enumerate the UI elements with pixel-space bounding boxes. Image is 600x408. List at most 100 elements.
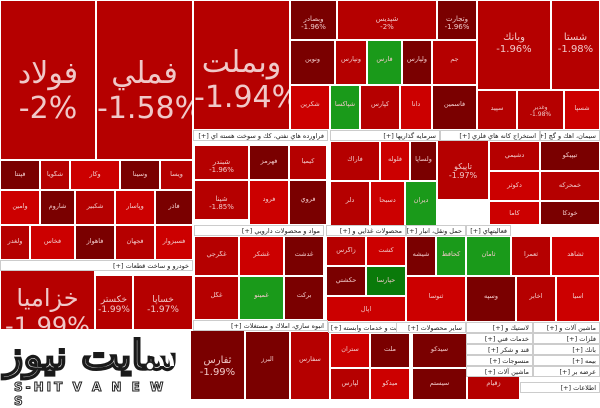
tile-small[interactable]: غشكر [239, 236, 284, 276]
tile-small[interactable]: غمينو [239, 276, 284, 320]
tile-small[interactable]: لپارس [330, 368, 370, 400]
tile-small[interactable]: دشيمي [489, 141, 540, 171]
tile-shpna[interactable]: شپنا -1.85% [194, 180, 249, 220]
tile-foolad[interactable]: فولاد -2% [0, 0, 96, 160]
tile-small[interactable]: شاروم [40, 190, 75, 225]
tile-small[interactable]: وامين [0, 190, 40, 225]
tile-vbsader[interactable]: وبصادر -1.96% [290, 0, 337, 40]
tile-khkaster[interactable]: خكستر -1.99% [95, 275, 133, 330]
tile-small[interactable]: ونوين [290, 40, 335, 85]
tile-small[interactable]: بركت [284, 276, 324, 320]
tile-shasta[interactable]: شستا -1.98% [551, 0, 600, 90]
tile-small[interactable]: وپاسار [115, 190, 155, 225]
tile-small[interactable]: آسيا [556, 276, 600, 322]
sector-header-tail[interactable]: منسوجات [+] [466, 355, 533, 366]
sector-header-mavad[interactable]: مواد و محصولات دارويي [+] [194, 225, 324, 236]
sector-header-ghaza[interactable]: محصولات غذايي و [+] [326, 225, 406, 236]
tile-small[interactable]: فرود [249, 180, 289, 225]
tile-small[interactable]: ستران [330, 333, 370, 368]
tile-small[interactable]: كحافظ [436, 236, 466, 276]
tile-small[interactable]: فسبزوار [155, 225, 193, 260]
tile-small[interactable]: دسبحا [370, 181, 405, 226]
sector-header-sayer[interactable]: ساير محصولات [+] [396, 322, 466, 333]
tile-small[interactable]: غدشت [284, 236, 324, 276]
tile-small[interactable]: ولساپا [410, 141, 437, 181]
tile-vbemellat[interactable]: وبملت -1.94% [193, 0, 290, 130]
tile-small[interactable]: فاراك [330, 141, 380, 181]
tile-fameli[interactable]: فملي -1.58% [96, 0, 193, 160]
tile-small[interactable]: ونپارس [335, 40, 367, 85]
tile-small[interactable]: ولپارس [402, 40, 432, 85]
tile-small[interactable]: اپال [326, 296, 406, 322]
sector-header-tail[interactable]: ماشين آلات و [+] [533, 322, 600, 333]
tile-small[interactable]: حكشتي [326, 266, 366, 296]
tile-small[interactable]: فاسمين [432, 85, 477, 130]
tile-small[interactable]: وسپه [466, 276, 516, 322]
tile-small[interactable]: شسپا [564, 90, 600, 130]
tile-small[interactable]: سفارس [290, 331, 330, 400]
tile-small[interactable]: شپاكسا [330, 85, 360, 130]
tile-small[interactable]: فخاس [30, 225, 75, 260]
sector-header-khodro[interactable]: خودرو و ساخت قطعات [+] [0, 260, 193, 271]
tile-small[interactable]: سيستم [412, 368, 467, 400]
tile-small[interactable]: فارس [367, 40, 402, 85]
tile-small[interactable]: فلوله [380, 141, 410, 181]
tile-small[interactable]: ثشاهد [551, 236, 600, 276]
tile-small[interactable]: وسينا [120, 160, 160, 190]
tile-vghadir[interactable]: وغدير -1.98% [517, 90, 564, 130]
tile-shabandar[interactable]: شپديس -2% [337, 0, 437, 40]
tile-small[interactable]: تيپيكو [540, 141, 600, 171]
sector-header-bank[interactable]: سرمايه گذاريها [+] [330, 130, 440, 141]
tile-small[interactable]: زاگرس [326, 236, 366, 266]
tile-small[interactable]: فپنتا [0, 160, 40, 190]
tile-small[interactable]: ميدكو [370, 368, 410, 400]
tile-small[interactable]: ثامان [466, 236, 511, 276]
tile-small[interactable]: شكرين [290, 85, 330, 130]
tile-small[interactable]: ثنوسا [406, 276, 466, 322]
tile-shabnam[interactable]: شبندر -1.96% [194, 145, 249, 180]
tile-small[interactable]: ولغدر [0, 225, 30, 260]
tile-small[interactable]: دانا [400, 85, 432, 130]
tile-small[interactable]: حپارسا [366, 266, 406, 296]
tile-small[interactable]: سپيد [477, 90, 517, 130]
tile-vtejarat[interactable]: وتجارت -1.96% [437, 0, 477, 40]
tile-small[interactable]: جم [432, 40, 477, 85]
sector-header-faaliat[interactable]: فعاليتهاي [+] [466, 225, 511, 236]
tile-small[interactable]: سيدكو [412, 333, 467, 368]
tile-small[interactable]: كاما [489, 201, 540, 225]
sector-header-anbooh[interactable]: انبوه سازي، املاك و مستغلات [+] [193, 320, 328, 331]
tile-small[interactable]: غگرجي [194, 236, 239, 276]
tile-small[interactable]: شكبير [75, 190, 115, 225]
tile-small[interactable]: خمحركه [540, 171, 600, 201]
tile-small[interactable]: ديران [405, 181, 437, 226]
tile-small[interactable]: فاهواز [75, 225, 115, 260]
tile-small[interactable]: ويسا [160, 160, 193, 190]
sector-header-foravarde[interactable]: فراورده هاي نفتي، كك و سوخت هسته اي [+] [193, 130, 328, 141]
sector-header-tail[interactable]: خدمات فني [+] [466, 333, 533, 344]
tile-small[interactable]: خودكا [540, 201, 600, 225]
tile-small[interactable]: كشت [366, 236, 406, 266]
tile-small[interactable]: كپارس [360, 85, 400, 130]
sector-header-haml[interactable]: حمل ونقل، انبار [+] [406, 225, 466, 236]
sector-header-tail[interactable]: فلزات [+] [533, 333, 600, 344]
tile-small[interactable]: دلر [330, 181, 370, 226]
tile-small[interactable]: شيشه [406, 236, 436, 276]
tile-vbank[interactable]: وبانك -1.96% [477, 0, 551, 90]
tile-khazamia[interactable]: خزاميا -1.99% [0, 260, 95, 330]
tile-tfars[interactable]: ثفارس -1.99% [190, 330, 245, 400]
tile-small[interactable]: اخابر [516, 276, 556, 322]
tile-small[interactable]: البرز [245, 331, 290, 400]
sector-header-tail[interactable]: ماشين آلات [+] [466, 366, 533, 377]
sector-header-tail[interactable]: بانك [+] [533, 344, 600, 355]
sector-header-tail[interactable]: بيمه [+] [533, 355, 600, 366]
tile-khsapa[interactable]: خساپا -1.97% [133, 275, 193, 330]
tile-small[interactable]: فهرمز [249, 145, 289, 180]
tile-small[interactable]: ثعمرا [511, 236, 551, 276]
tile-small[interactable]: كيميا [289, 145, 327, 180]
tile-small[interactable]: فروي [289, 180, 327, 225]
tile-small[interactable]: شگويا [40, 160, 70, 190]
sector-header-tail[interactable]: لاستيك و [+] [466, 322, 533, 333]
sector-header-tail[interactable]: عرضه بر [+] [533, 366, 600, 377]
sector-header-siman[interactable]: سيمان، اهك و گچ [+] [540, 130, 600, 141]
tile-small[interactable]: فجهان [115, 225, 155, 260]
